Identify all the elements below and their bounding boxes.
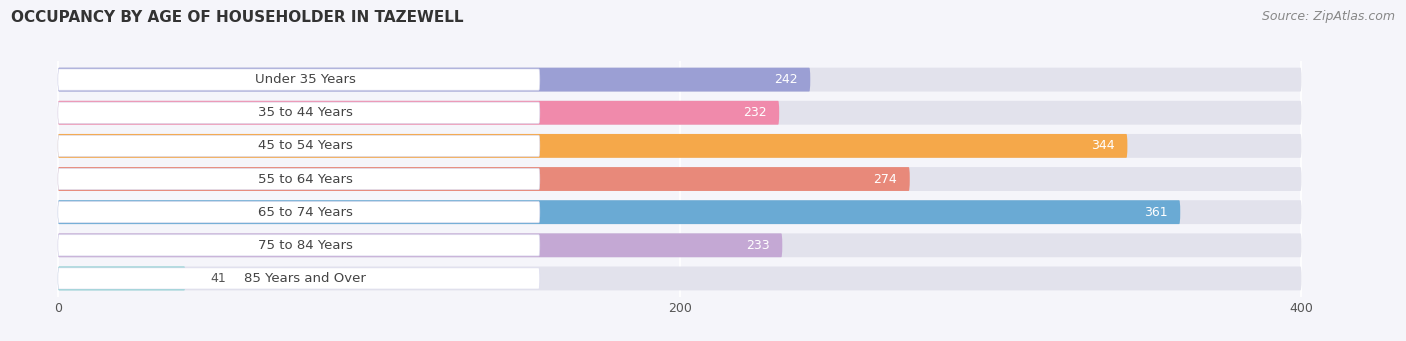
Text: 41: 41 [211,272,226,285]
Text: 35 to 44 Years: 35 to 44 Years [257,106,353,119]
FancyBboxPatch shape [58,202,540,223]
FancyBboxPatch shape [58,68,810,91]
Text: 45 to 54 Years: 45 to 54 Years [257,139,353,152]
Text: 274: 274 [873,173,897,186]
FancyBboxPatch shape [58,68,1302,91]
FancyBboxPatch shape [58,135,540,157]
FancyBboxPatch shape [58,268,540,289]
Text: Under 35 Years: Under 35 Years [254,73,356,86]
Text: 55 to 64 Years: 55 to 64 Years [257,173,353,186]
FancyBboxPatch shape [58,167,910,191]
Text: 65 to 74 Years: 65 to 74 Years [257,206,353,219]
Text: 344: 344 [1091,139,1115,152]
FancyBboxPatch shape [58,102,540,123]
FancyBboxPatch shape [58,200,1180,224]
Text: 242: 242 [775,73,797,86]
FancyBboxPatch shape [58,101,779,125]
FancyBboxPatch shape [58,167,1302,191]
Text: OCCUPANCY BY AGE OF HOUSEHOLDER IN TAZEWELL: OCCUPANCY BY AGE OF HOUSEHOLDER IN TAZEW… [11,10,464,25]
FancyBboxPatch shape [58,69,540,90]
Text: 232: 232 [744,106,766,119]
FancyBboxPatch shape [58,200,1302,224]
Text: 361: 361 [1144,206,1168,219]
FancyBboxPatch shape [58,235,540,256]
FancyBboxPatch shape [58,134,1128,158]
FancyBboxPatch shape [58,101,1302,125]
Text: 85 Years and Over: 85 Years and Over [245,272,366,285]
Text: 75 to 84 Years: 75 to 84 Years [257,239,353,252]
FancyBboxPatch shape [58,267,1302,291]
FancyBboxPatch shape [58,134,1302,158]
FancyBboxPatch shape [58,168,540,190]
Text: Source: ZipAtlas.com: Source: ZipAtlas.com [1261,10,1395,23]
Text: 233: 233 [747,239,770,252]
FancyBboxPatch shape [58,233,1302,257]
FancyBboxPatch shape [58,267,186,291]
FancyBboxPatch shape [58,233,782,257]
